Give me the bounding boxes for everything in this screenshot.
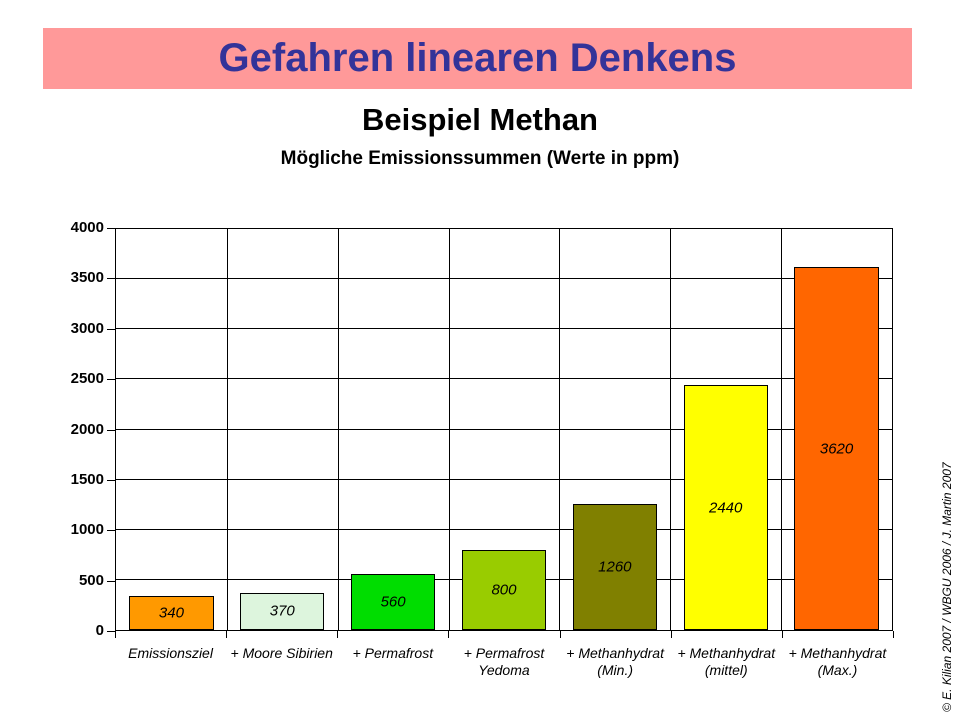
bar-column: 370 <box>227 229 338 630</box>
x-axis-label-line: (Min.) <box>597 662 634 678</box>
bar-column: 560 <box>338 229 449 630</box>
y-tick <box>107 631 115 632</box>
x-axis-label-line: + Permafrost <box>352 645 434 661</box>
x-axis-label-line: + Methanhydrat <box>677 645 776 661</box>
bar: 3620 <box>794 267 879 630</box>
bar-column: 800 <box>449 229 560 630</box>
bar: 340 <box>129 595 214 630</box>
bar-value-label: 560 <box>380 593 406 611</box>
y-axis-label: 3500 <box>70 269 104 287</box>
slide-subtitle: Beispiel Methan <box>362 102 598 137</box>
bar: 370 <box>240 592 325 630</box>
x-axis-label-line: + Permafrost <box>463 645 545 661</box>
bar-value-label: 800 <box>491 581 517 599</box>
y-tick <box>107 530 115 532</box>
y-axis-label: 1000 <box>70 521 104 539</box>
y-axis-label: 500 <box>78 571 104 589</box>
plot-area: 340 370 560 800 1260 2440 3620 <box>115 228 893 631</box>
y-axis-label: 2500 <box>70 370 104 388</box>
chart-title: Mögliche Emissionssummen (Werte in ppm) <box>280 148 680 169</box>
x-axis-label: Emissionsziel <box>115 645 226 662</box>
bar-value-label: 2440 <box>709 499 743 517</box>
bar-value-label: 370 <box>269 602 295 620</box>
x-tick <box>337 631 339 638</box>
y-tick <box>107 580 115 582</box>
x-axis-label-line: + Methanhydrat <box>566 645 664 661</box>
x-tick <box>559 631 561 638</box>
bar-column: 2440 <box>670 229 781 630</box>
gridline-vertical <box>448 229 450 630</box>
bar: 1260 <box>572 503 657 630</box>
slide-title: Gefahren linearen Denkens <box>218 36 737 80</box>
bar-value-label: 1260 <box>598 558 632 576</box>
gridline-horizontal <box>116 328 892 330</box>
y-axis-label: 2000 <box>70 420 104 438</box>
x-tick <box>893 631 894 638</box>
gridline-vertical <box>781 229 783 630</box>
x-tick <box>448 631 450 638</box>
bar-value-label: 340 <box>158 604 184 622</box>
y-axis-label: 0 <box>95 622 104 639</box>
x-axis-label: + Moore Sibirien <box>226 645 337 662</box>
x-tick <box>670 631 672 638</box>
bar: 800 <box>461 549 547 630</box>
x-axis-label: + Permafrost <box>337 645 448 662</box>
y-tick <box>107 379 115 381</box>
y-axis-label: 1500 <box>70 470 104 488</box>
gridline-horizontal <box>116 478 892 480</box>
y-tick <box>107 278 115 280</box>
x-tick <box>226 631 228 638</box>
y-tick <box>107 228 115 229</box>
gridline-horizontal <box>116 378 892 380</box>
y-tick <box>107 479 115 481</box>
gridline-horizontal <box>116 278 892 280</box>
x-axis-label-line: + Methanhydrat <box>788 645 887 661</box>
x-axis-label: + Methanhydrat (Max.) <box>782 645 893 679</box>
gridline-horizontal <box>116 428 892 430</box>
y-axis-label: 4000 <box>70 219 104 236</box>
x-axis-label-line: (Max.) <box>817 662 858 678</box>
title-banner: Gefahren linearen Denkens <box>43 28 912 89</box>
x-axis-label: + Methanhydrat (mittel) <box>671 645 782 679</box>
gridline-vertical <box>670 229 672 630</box>
x-tick <box>781 631 783 638</box>
bar-column: 3620 <box>781 229 892 630</box>
gridline-vertical <box>559 229 561 630</box>
bar-column: 1260 <box>559 229 670 630</box>
y-tick <box>107 429 115 431</box>
bar: 2440 <box>683 385 768 630</box>
x-axis-label: + Permafrost Yedoma <box>448 645 559 679</box>
bar-value-label: 3620 <box>819 440 854 458</box>
bar-column: 340 <box>116 229 227 630</box>
gridline-horizontal <box>116 528 892 530</box>
x-axis-label-line: Emissionsziel <box>128 645 213 661</box>
x-axis-label-line: + Moore Sibirien <box>230 645 333 661</box>
bar: 560 <box>351 573 436 630</box>
y-axis-label: 3000 <box>70 319 104 337</box>
gridline-vertical <box>226 229 228 630</box>
x-axis-label-line: (mittel) <box>704 662 748 678</box>
x-axis-label-line: Yedoma <box>478 662 530 678</box>
x-tick <box>115 631 116 638</box>
y-tick <box>107 328 115 330</box>
copyright-vertical-text: © E. Kilian 2007 / WBGU 2006 / J. Martin… <box>940 462 954 712</box>
x-axis-label: + Methanhydrat (Min.) <box>560 645 671 679</box>
gridline-vertical <box>337 229 339 630</box>
